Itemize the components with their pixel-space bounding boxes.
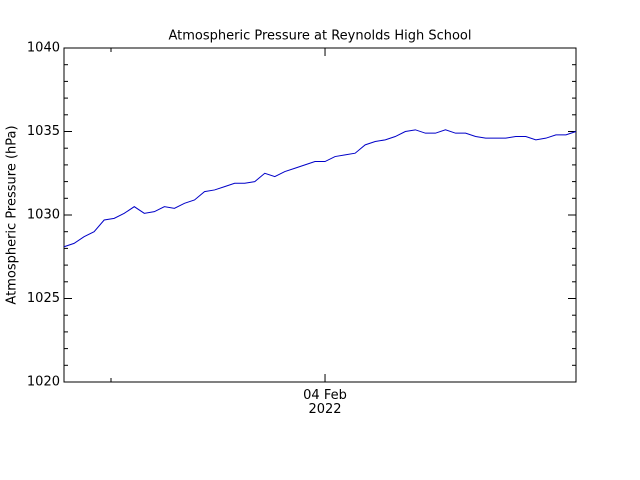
y-tick-label: 1030 (27, 208, 60, 223)
data-line (63, 129, 577, 248)
y-tick-label: 1025 (27, 291, 60, 306)
y-tick-label: 1020 (27, 375, 60, 390)
chart-title: Atmospheric Pressure at Reynolds High Sc… (169, 29, 472, 44)
x-tick-label: 04 Feb 2022 (303, 388, 347, 417)
plot-frame (63, 47, 577, 383)
y-tick-label: 1040 (27, 41, 60, 56)
y-axis-label: Atmospheric Pressure (hPa) (5, 125, 20, 304)
y-tick-label: 1035 (27, 124, 60, 139)
